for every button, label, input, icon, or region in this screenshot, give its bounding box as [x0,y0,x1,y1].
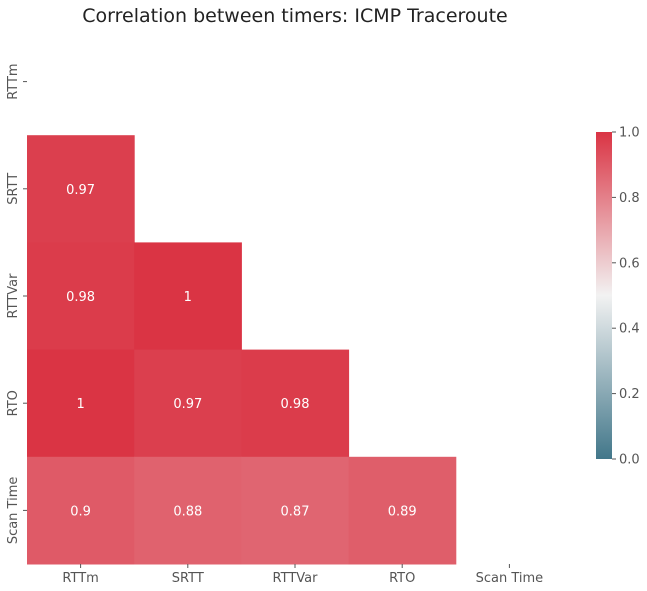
y-tick-label: RTTVar [6,273,21,319]
heatmap-cell [134,456,242,565]
x-tick-label: RTTVar [273,571,319,586]
cell-value-label: 0.98 [66,290,95,305]
heatmap-cell [241,349,350,458]
heatmap-cell [27,456,135,565]
cell-value-label: 1 [184,290,192,305]
heatmap-cells [27,135,457,565]
x-tick-label: RTO [389,571,415,586]
x-tick-label: RTTm [62,571,98,586]
cell-value-label: 1 [76,397,84,412]
y-tick-label: Scan Time [6,477,21,545]
heatmap-cell [27,242,135,351]
colorbar-tick-label: 0.0 [619,453,640,468]
chart-title: Correlation between timers: ICMP Tracero… [82,5,507,27]
x-tick-label: SRTT [172,571,204,586]
cell-value-label: 0.9 [70,504,91,519]
cell-value-label: 0.87 [281,504,310,519]
heatmap-cell [348,456,457,565]
colorbar-tick-label: 0.4 [619,322,640,337]
colorbar-gradient [596,132,612,459]
heatmap-cell [134,242,242,351]
cell-value-label: 0.98 [281,397,310,412]
y-tick-label: RTTm [6,63,21,99]
colorbar-tick-label: 0.6 [619,256,640,271]
x-axis: RTTm SRTT RTTVar RTO Scan Time [62,564,543,586]
colorbar-tick-label: 0.2 [619,387,640,402]
cell-value-label: 0.88 [173,504,202,519]
y-axis: RTTm SRTT RTTVar RTO Scan Time [6,63,27,544]
heatmap-cell [27,135,135,243]
y-tick-label: RTO [6,390,21,416]
heatmap-cell [27,349,135,458]
heatmap-cell [134,349,242,458]
colorbar-tick-label: 1.0 [619,126,640,141]
x-tick-label: Scan Time [476,571,544,586]
cell-value-label: 0.97 [66,183,95,198]
heatmap-cell [241,456,350,565]
cell-value-label: 0.89 [388,504,417,519]
heatmap-cell-labels: 0.97 0.98 1 1 0.97 0.98 0.9 0.88 0.87 0.89 [66,183,417,520]
colorbar-tick-label: 0.8 [619,191,640,206]
y-tick-label: SRTT [6,173,21,205]
colorbar: 0.0 0.2 0.4 0.6 0.8 1.0 [596,126,640,468]
cell-value-label: 0.97 [173,397,202,412]
